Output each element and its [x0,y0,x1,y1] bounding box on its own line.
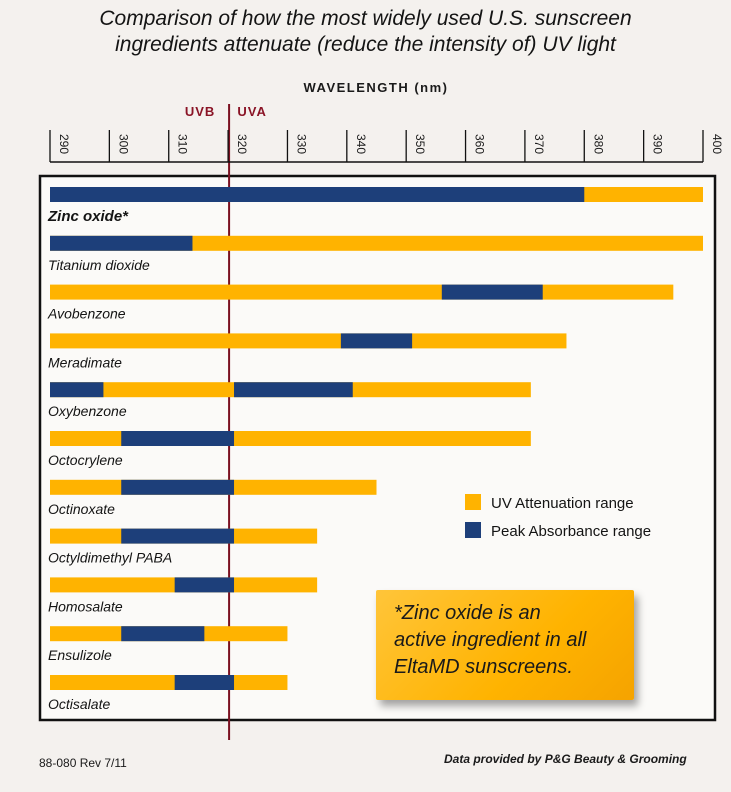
legend-swatch-attenuation [465,494,481,510]
x-tick-label-400: 400 [710,134,724,154]
peak-bar-octinoxate [121,479,235,495]
ingredient-label-meradimate: Meradimate [48,354,122,370]
attenuation-bar-avobenzone [50,284,674,300]
ingredient-label-ensulizole: Ensulizole [48,647,112,663]
legend-swatch-peak [465,522,481,538]
ingredient-label-zinc-oxide: Zinc oxide* [47,208,129,225]
x-tick-label-350: 350 [413,134,427,154]
region-label-uva: UVA [237,104,266,119]
x-tick-label-290: 290 [57,134,71,154]
ingredient-label-oxybenzone: Oxybenzone [48,403,127,419]
peak-bar-octyldimethyl-paba [121,528,235,544]
legend-label-peak: Peak Absorbance range [491,523,651,540]
x-tick-label-340: 340 [354,134,368,154]
attenuation-bar-titanium-dioxide [50,235,703,251]
x-tick-label-380: 380 [591,134,605,154]
peak-bar-titanium-dioxide [50,235,193,251]
ingredient-label-octinoxate: Octinoxate [48,501,115,517]
peak-bar-oxybenzone-2 [234,382,353,398]
x-tick-label-300: 300 [116,134,130,154]
chart-title-line2: ingredients attenuate (reduce the intens… [115,33,616,56]
zinc-oxide-callout: *Zinc oxide is an active ingredient in a… [376,590,634,700]
ingredient-label-octyldimethyl-paba: Octyldimethyl PABA [48,550,172,566]
callout-line2: active ingredient in all [394,629,587,651]
ingredient-label-avobenzone: Avobenzone [47,306,126,322]
ingredient-label-homosalate: Homosalate [48,598,123,614]
attenuation-bar-octisalate [50,675,288,690]
peak-bar-homosalate [174,577,235,593]
x-tick-label-390: 390 [651,134,665,154]
peak-bar-avobenzone [441,284,543,300]
peak-bar-oxybenzone-1 [50,382,104,398]
chart-title-line1: Comparison of how the most widely used U… [99,7,632,30]
ingredient-label-octisalate: Octisalate [48,696,110,712]
x-tick-label-370: 370 [532,134,546,154]
peak-bar-octocrylene [121,431,235,446]
x-tick-label-320: 320 [235,134,249,154]
peak-bar-zinc-oxide [50,187,585,202]
ingredient-label-titanium-dioxide: Titanium dioxide [48,257,150,273]
region-label-uvb: UVB [185,104,215,119]
data-credit: Data provided by P&G Beauty & Grooming [444,752,687,766]
peak-bar-octisalate [174,675,235,690]
callout-text: *Zinc oxide is an active ingredient in a… [394,600,630,681]
x-tick-label-330: 330 [294,134,308,154]
ingredient-label-octocrylene: Octocrylene [48,452,123,468]
legend-label-attenuation: UV Attenuation range [491,495,634,512]
peak-bar-meradimate [340,333,413,349]
x-tick-label-310: 310 [176,134,190,154]
peak-bar-ensulizole [121,626,205,642]
x-axis-label: WAVELENGTH (nm) [303,80,448,95]
document-code: 88-080 Rev 7/11 [39,756,127,770]
attenuation-bar-meradimate [50,333,567,349]
x-tick-label-360: 360 [473,134,487,154]
callout-line3: EltaMD sunscreens. [394,656,573,678]
callout-line1: *Zinc oxide is an [394,602,541,624]
